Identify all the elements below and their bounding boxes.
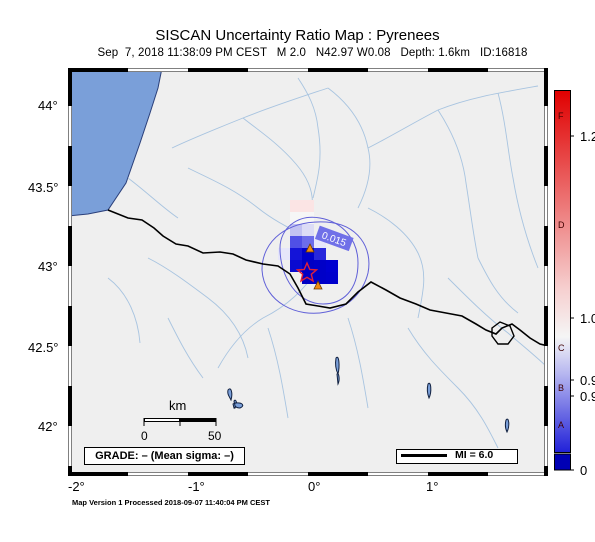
station-icon bbox=[305, 243, 315, 253]
colorbar-tick-3: 0.9 bbox=[580, 373, 595, 388]
contours bbox=[261, 216, 370, 314]
lat-label-42: 42° bbox=[38, 419, 58, 434]
grade-box: GRADE: – (Mean sigma: –) bbox=[84, 447, 245, 465]
reservoirs bbox=[227, 356, 510, 434]
grade-letter-c: C bbox=[558, 343, 565, 353]
colorbar bbox=[554, 90, 574, 471]
scale-bar-title: km bbox=[169, 398, 187, 413]
scale-bar bbox=[143, 418, 217, 426]
ratio-grid bbox=[278, 200, 338, 284]
andorra-outline bbox=[491, 321, 515, 345]
event-subtitle: Sep 7, 2018 11:38:09 PM CEST M 2.0 N42.9… bbox=[97, 47, 528, 59]
station-icon bbox=[313, 280, 323, 290]
colorbar-tick-1: 1.2 bbox=[580, 129, 595, 144]
country-border bbox=[107, 209, 548, 347]
colorbar-tick-5: 0 bbox=[580, 463, 588, 478]
lat-label-42-5: 42.5° bbox=[28, 340, 59, 355]
star-icon bbox=[295, 261, 319, 283]
map-footer: Map Version 1 Processed 2018-09-07 11:40… bbox=[72, 498, 271, 507]
sea-area bbox=[68, 68, 163, 217]
grade-letter-f: F bbox=[558, 111, 564, 121]
grade-letter-a: A bbox=[558, 420, 565, 430]
grade-letter-d: D bbox=[558, 220, 565, 230]
rivers bbox=[107, 77, 548, 449]
lat-label-43: 43° bbox=[38, 259, 58, 274]
scale-bar-end: 50 bbox=[208, 429, 222, 443]
colorbar-tick-2: 1.0 bbox=[580, 311, 595, 326]
map-plot: 0.015 bbox=[68, 68, 548, 476]
lon-label-minus2: -2° bbox=[68, 479, 85, 494]
mi-legend-label: MI = 6.0 bbox=[455, 449, 494, 461]
frame-ticks bbox=[68, 68, 548, 476]
mi-legend-box bbox=[396, 449, 518, 464]
colorbar-tick-4: 0.9 bbox=[580, 389, 595, 404]
lon-label-0: 0° bbox=[308, 479, 321, 494]
lat-label-44: 44° bbox=[38, 98, 58, 113]
map-title: SISCAN Uncertainty Ratio Map : Pyrenees bbox=[155, 27, 440, 44]
lat-label-43-5: 43.5° bbox=[28, 180, 59, 195]
lon-label-minus1: -1° bbox=[188, 479, 205, 494]
grade-letter-b: B bbox=[558, 383, 565, 393]
mi-legend-line bbox=[401, 454, 447, 457]
scale-bar-start: 0 bbox=[141, 429, 148, 443]
lon-label-1: 1° bbox=[426, 479, 439, 494]
